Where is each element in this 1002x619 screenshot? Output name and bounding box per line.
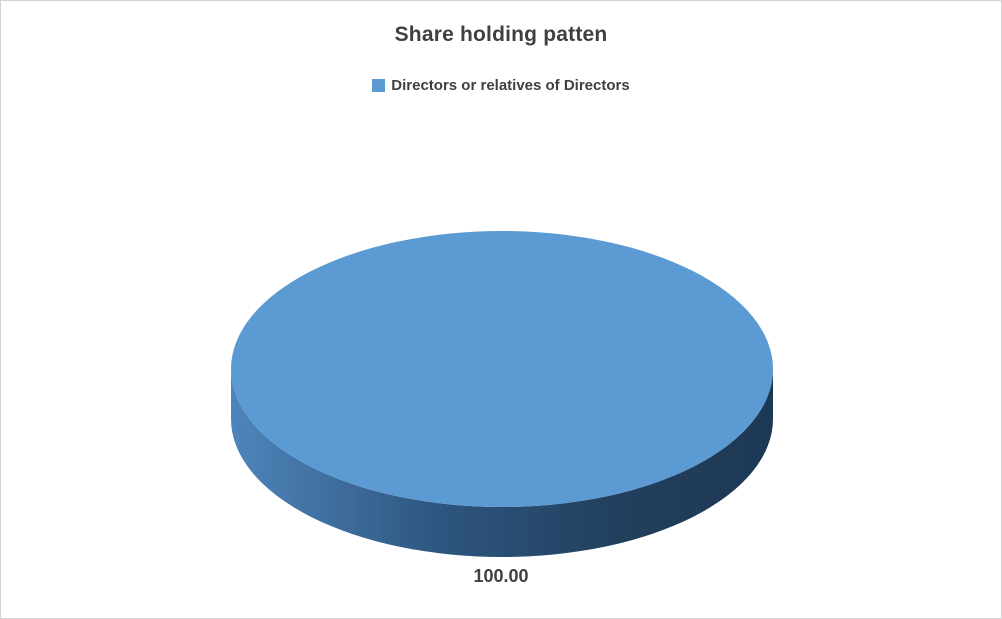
pie-slice-side [231, 369, 773, 557]
legend-swatch-rect [372, 79, 386, 92]
legend-swatch-icon [372, 79, 386, 92]
chart-legend: Directors or relatives of Directors [1, 77, 1001, 94]
pie-slice-top [231, 231, 773, 507]
pie-data-label: 100.00 [473, 566, 529, 586]
legend-label: Directors or relatives of Directors [391, 77, 630, 94]
chart-title: Share holding patten [394, 23, 608, 46]
